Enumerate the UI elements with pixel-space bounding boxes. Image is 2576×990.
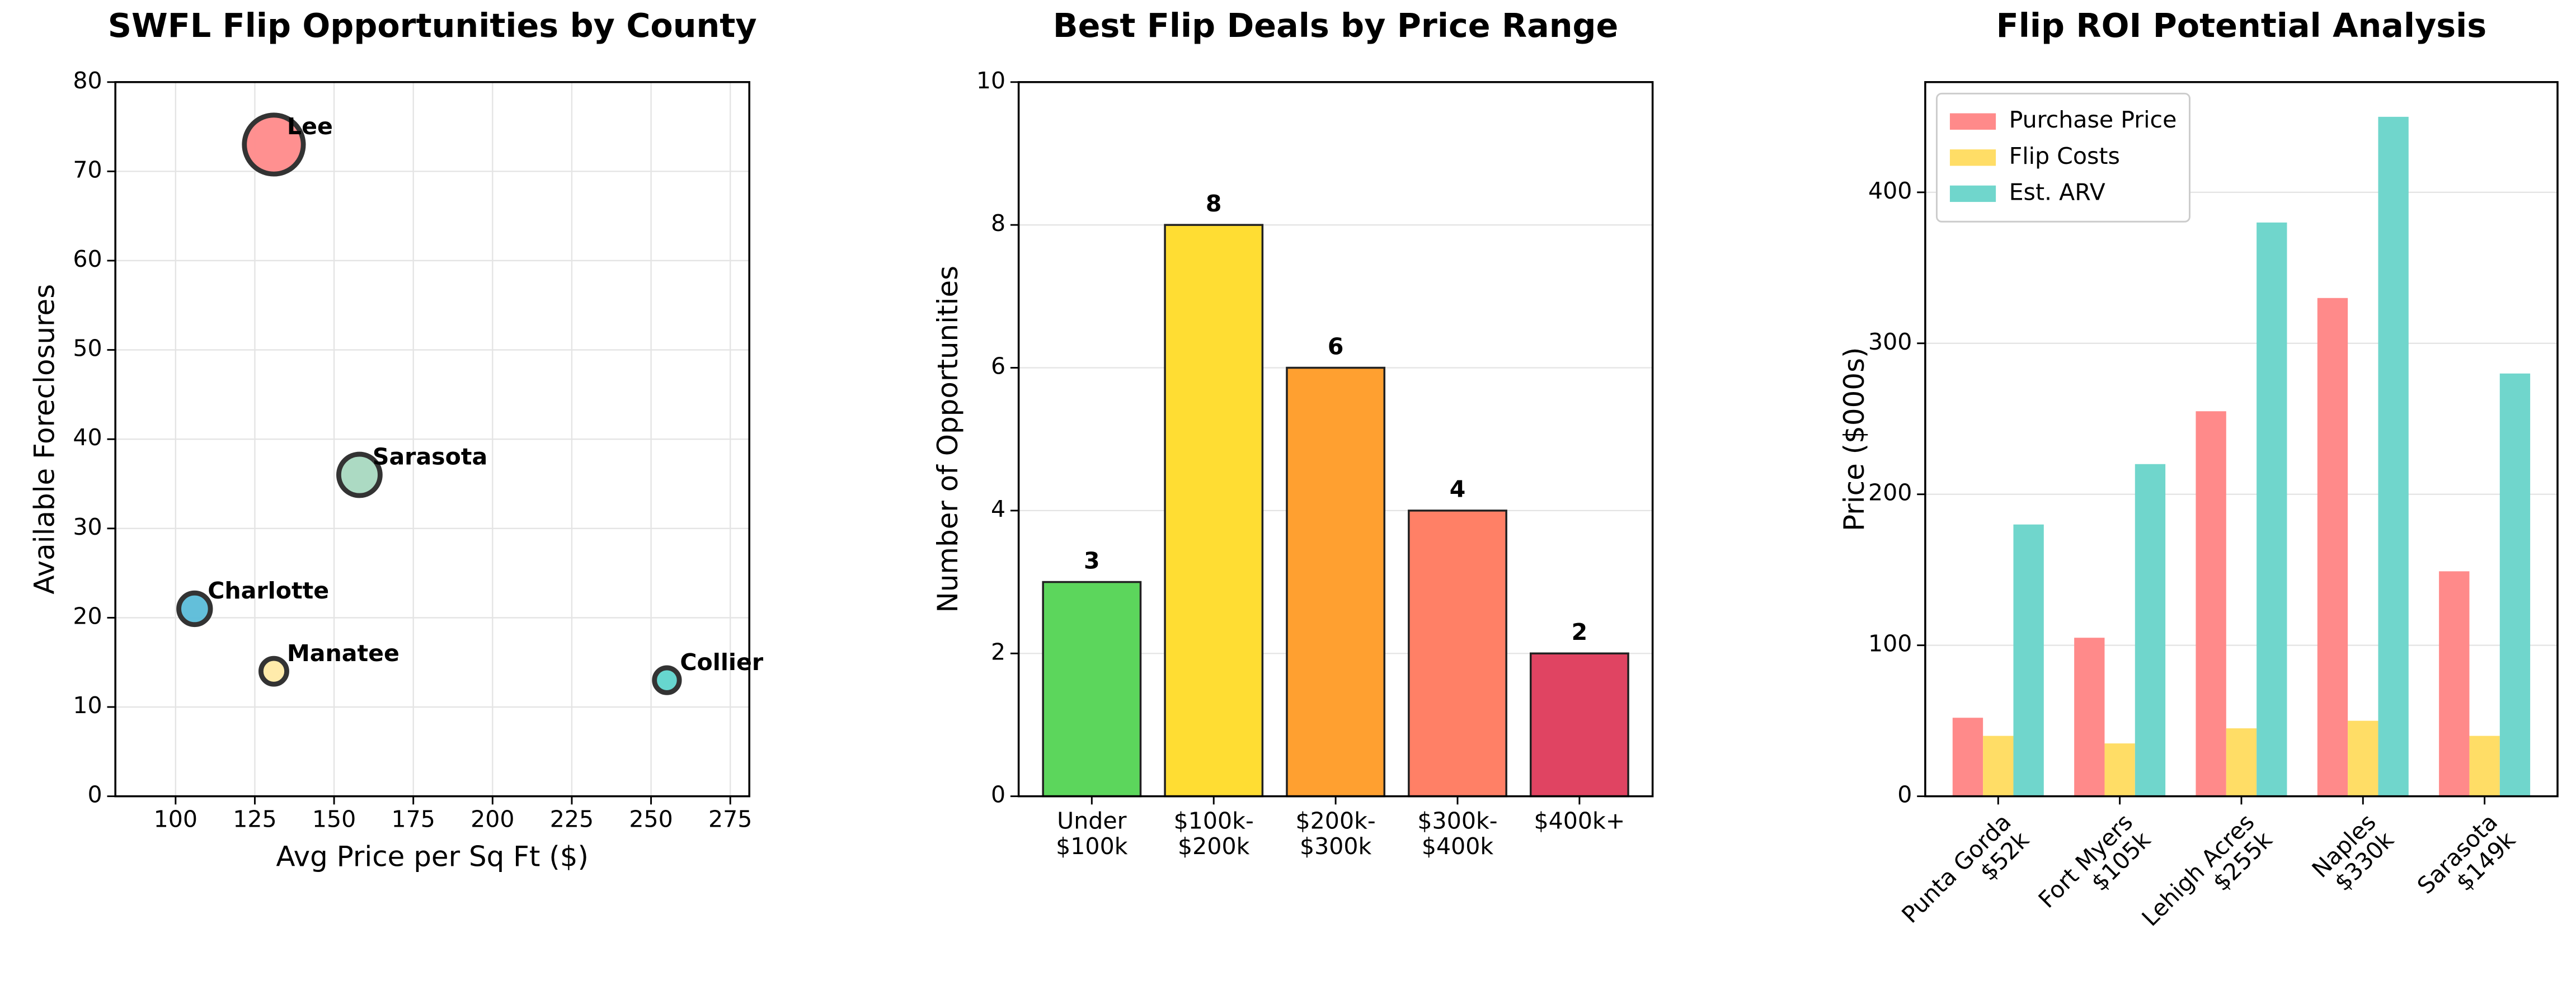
value-label: 6 xyxy=(1328,333,1344,360)
x-tick-label: 125 xyxy=(233,806,276,833)
x-tick-label: $200k-$300k xyxy=(1296,808,1376,860)
point-label: Sarasota xyxy=(373,444,487,470)
value-label: 2 xyxy=(1572,619,1588,645)
point-label: Lee xyxy=(287,113,333,140)
bubble xyxy=(258,656,289,687)
bar xyxy=(2226,728,2257,796)
bar xyxy=(1952,718,1983,796)
chart-title: Best Flip Deals by Price Range xyxy=(1053,7,1619,45)
y-tick-label: 30 xyxy=(73,513,102,540)
y-tick-label: 10 xyxy=(73,692,102,719)
x-tick-label: Lehigh Acres$255k xyxy=(2137,808,2278,949)
bar xyxy=(2013,524,2044,796)
legend-label: Purchase Price xyxy=(2009,106,2177,133)
chart-title: Flip ROI Potential Analysis xyxy=(1996,7,2487,45)
y-tick-label: 0 xyxy=(1897,781,1912,808)
point-label: Charlotte xyxy=(208,577,329,604)
y-tick-label: 300 xyxy=(1868,328,1912,355)
y-tick-label: 10 xyxy=(976,67,1005,94)
point-label: Collier xyxy=(680,649,763,676)
bar xyxy=(1286,366,1386,798)
bar xyxy=(2378,116,2409,796)
x-tick-label: 225 xyxy=(550,806,594,833)
y-tick-label: 80 xyxy=(73,67,102,94)
bar xyxy=(2257,222,2287,796)
bar xyxy=(1408,510,1507,798)
legend-label: Flip Costs xyxy=(2009,143,2120,169)
y-tick-label: 400 xyxy=(1868,177,1912,204)
x-tick-label: 200 xyxy=(471,806,514,833)
plot-frame xyxy=(1017,81,1654,798)
legend-swatch xyxy=(1949,149,1996,166)
y-tick-label: 50 xyxy=(73,335,102,362)
plot-frame xyxy=(114,81,750,798)
y-tick-label: 2 xyxy=(991,638,1005,665)
bar xyxy=(1983,736,2014,796)
x-tick-label: 150 xyxy=(312,806,356,833)
legend-box xyxy=(1935,92,2190,223)
bubble xyxy=(336,451,383,498)
x-tick-label: Sarasota$149k xyxy=(2412,808,2521,917)
x-tick-label: 250 xyxy=(629,806,673,833)
x-tick-label: $100k-$200k xyxy=(1174,808,1254,860)
x-tick-label: 275 xyxy=(708,806,752,833)
x-tick-label: Under $100k xyxy=(1056,808,1128,860)
legend-label: Est. ARV xyxy=(2009,178,2105,205)
bar xyxy=(1529,652,1629,798)
bar xyxy=(1042,581,1142,798)
y-tick-label: 6 xyxy=(991,353,1005,380)
y-axis-label: Price ($000s) xyxy=(1838,347,1870,531)
legend-swatch xyxy=(1949,113,1996,130)
bubble xyxy=(176,590,213,628)
x-tick-label: 100 xyxy=(154,806,198,833)
x-tick-label: $300k-$400k xyxy=(1417,808,1497,860)
y-tick-label: 200 xyxy=(1868,479,1912,506)
y-tick-label: 8 xyxy=(991,210,1005,237)
bar xyxy=(2074,638,2105,796)
bar xyxy=(1164,224,1264,798)
x-tick-label: 175 xyxy=(392,806,435,833)
value-label: 3 xyxy=(1084,547,1100,574)
y-tick-label: 40 xyxy=(73,424,102,451)
plot-frame xyxy=(1924,81,2559,798)
y-tick-label: 60 xyxy=(73,246,102,272)
y-tick-label: 70 xyxy=(73,156,102,183)
chart-title: SWFL Flip Opportunities by County xyxy=(108,7,757,45)
y-axis-label: Number of Opportunities xyxy=(932,266,964,613)
value-label: 8 xyxy=(1206,190,1222,217)
y-tick-label: 100 xyxy=(1868,630,1912,657)
bar xyxy=(2439,571,2470,796)
value-label: 4 xyxy=(1450,476,1466,503)
x-axis-label: Avg Price per Sq Ft ($) xyxy=(276,841,589,873)
bar xyxy=(2317,298,2348,796)
bar xyxy=(2348,720,2378,796)
legend-swatch xyxy=(1949,185,1996,202)
y-axis-label: Available Foreclosures xyxy=(28,284,60,595)
bubble xyxy=(242,112,306,177)
x-tick-label: Naples$330k xyxy=(2307,808,2399,901)
y-tick-label: 0 xyxy=(88,781,102,808)
point-label: Manatee xyxy=(287,640,399,667)
y-tick-label: 20 xyxy=(73,602,102,629)
bar xyxy=(2104,743,2135,796)
y-tick-label: 0 xyxy=(991,781,1005,808)
x-tick-label: Punta Gorda$52k xyxy=(1897,808,2034,946)
bubble xyxy=(652,665,682,695)
bar xyxy=(2135,464,2166,796)
y-tick-label: 4 xyxy=(991,496,1005,522)
bar xyxy=(2499,373,2531,796)
x-tick-label: $400k+ xyxy=(1534,808,1625,835)
bar xyxy=(2469,736,2500,796)
bar xyxy=(2196,411,2226,796)
